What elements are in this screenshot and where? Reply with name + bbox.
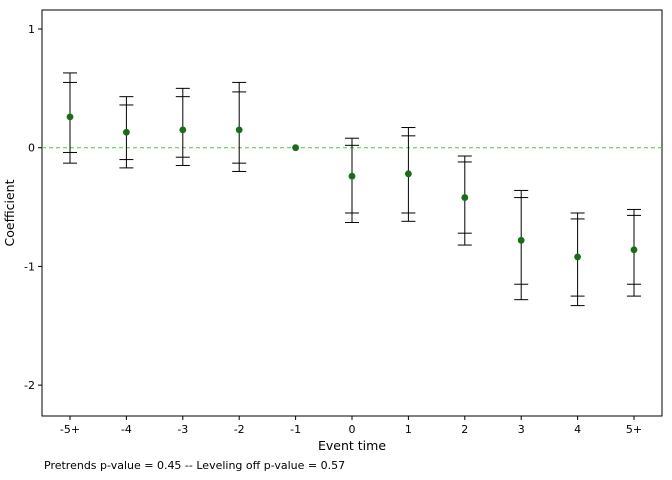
event-estimate: [627, 208, 641, 297]
x-tick-label: 3: [518, 423, 525, 436]
x-axis-label: Event time: [318, 438, 386, 453]
event-estimate: [514, 189, 529, 301]
coefficient-point: [292, 144, 299, 152]
y-tick-label: -1: [24, 260, 35, 273]
x-tick-label: -4: [121, 423, 132, 436]
y-tick-label: 0: [28, 142, 35, 155]
event-estimate: [345, 137, 359, 223]
y-axis-label: Coefficient: [2, 179, 17, 246]
coefficient-point: [405, 170, 412, 178]
coefficient-point: [574, 253, 581, 261]
y-tick-label: -2: [24, 379, 35, 392]
x-tick-label: -1: [290, 423, 301, 436]
event-estimate: [570, 212, 585, 307]
event-estimate: [401, 127, 416, 222]
coefficient-point: [235, 126, 243, 134]
event-estimate: [175, 87, 190, 167]
footnote-text: Pretrends p-value = 0.45 -- Leveling off…: [44, 459, 345, 472]
x-tick-label: -5+: [60, 423, 80, 436]
coefficient-point: [179, 126, 187, 134]
x-tick-label: 4: [574, 423, 581, 436]
coefficient-point: [123, 128, 130, 136]
x-tick-label: 0: [349, 423, 356, 436]
coefficient-point: [630, 246, 638, 254]
x-tick-label: -3: [177, 423, 188, 436]
event-estimate: [457, 155, 472, 246]
plot-dynamic-layer: 1 0 -1 -2 -5+ -4 -3 -2 -1 0 1 2 3 4 5+: [24, 9, 663, 436]
coefficient-point: [461, 194, 469, 201]
event-estimate: [63, 72, 77, 164]
x-tick-label: 1: [405, 423, 412, 436]
x-tick-label: 2: [461, 423, 468, 436]
event-estimate: [292, 144, 299, 152]
x-tick-label: -2: [234, 423, 245, 436]
x-tick-label: 5+: [626, 423, 642, 436]
coefficient-point: [517, 236, 525, 244]
coefficient-point: [348, 172, 356, 180]
event-estimate: [232, 81, 247, 172]
event-estimate: [119, 96, 134, 169]
y-tick-label: 1: [28, 23, 35, 36]
coefficient-point: [66, 113, 74, 121]
